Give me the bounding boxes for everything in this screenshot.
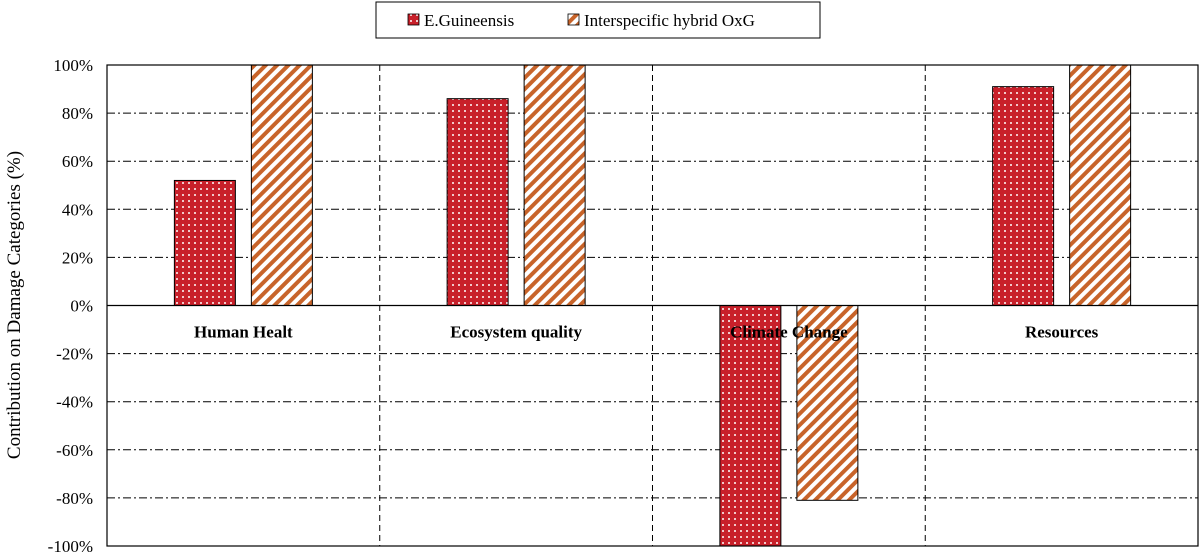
- bar-e-guineensis-3: [992, 86, 1055, 306]
- y-tick-label: 40%: [62, 200, 93, 219]
- legend-label-hybrid: Interspecific hybrid OxG: [584, 11, 755, 30]
- category-label: Resources: [1025, 323, 1099, 342]
- y-tick-label: -20%: [56, 345, 93, 364]
- category-label: Climate Change: [730, 323, 848, 342]
- bars: [173, 64, 1132, 547]
- legend: E.Guineensis Interspecific hybrid OxG: [375, 1, 821, 39]
- y-axis-title: Contribution on Damage Categories (%): [4, 151, 25, 459]
- bar-e-guineensis-0: [173, 179, 236, 306]
- bar-hybrid-0: [250, 64, 313, 306]
- legend-swatch-hybrid: [567, 13, 580, 26]
- category-labels: Human Healt Ecosystem quality Climate Chan…: [194, 323, 1099, 342]
- legend-box: [375, 1, 821, 39]
- y-tick-labels: 100% 80% 60% 40% 20% 0% -20% -40% -60% -80% -100%: [48, 56, 93, 556]
- y-tick-label: 0%: [70, 297, 93, 316]
- legend-swatch-e-guineensis: [407, 13, 420, 26]
- y-tick-label: 20%: [62, 248, 93, 267]
- bar-hybrid-1: [523, 64, 586, 306]
- y-tick-label: 60%: [62, 152, 93, 171]
- y-tick-label: 80%: [62, 104, 93, 123]
- bar-hybrid-2: [796, 305, 859, 501]
- legend-label-e-guineensis: E.Guineensis: [424, 11, 514, 30]
- y-tick-label: -80%: [56, 489, 93, 508]
- bar-e-guineensis-2: [719, 305, 782, 547]
- y-tick-label: 100%: [53, 56, 93, 75]
- category-label: Ecosystem quality: [450, 323, 582, 342]
- category-label: Human Healt: [194, 323, 293, 342]
- plot-frame: [106, 64, 1199, 547]
- y-tick-label: -40%: [56, 393, 93, 412]
- y-tick-label: -60%: [56, 441, 93, 460]
- bar-e-guineensis-1: [446, 98, 509, 306]
- bar-hybrid-3: [1069, 64, 1132, 306]
- y-tick-label: -100%: [48, 537, 93, 556]
